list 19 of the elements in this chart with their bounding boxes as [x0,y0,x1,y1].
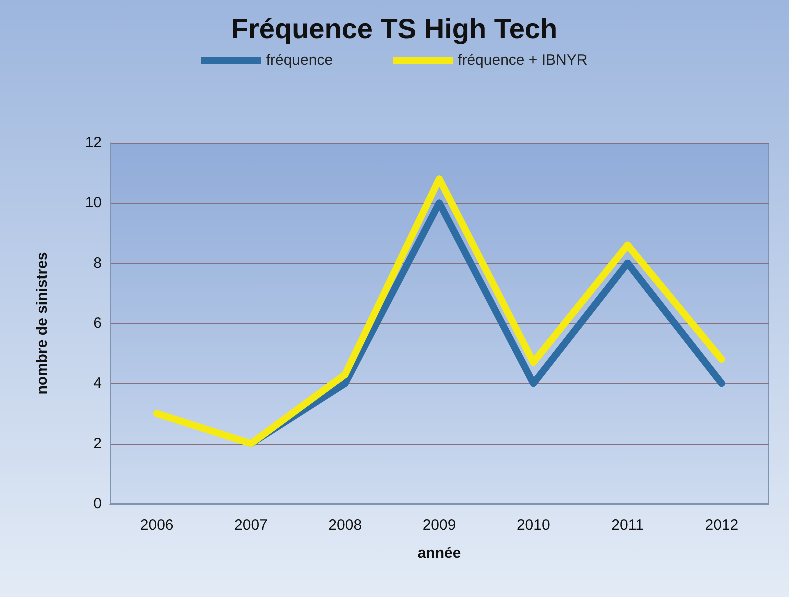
x-tick-label: 2006 [140,517,174,534]
y-axis-title: nombre de sinistres [34,252,51,395]
y-tick-label: 8 [94,254,102,272]
chart-title: Fréquence TS High Tech [231,14,558,44]
y-tick-label: 6 [94,315,102,332]
x-tick-label: 2009 [422,517,456,534]
x-tick-label: 2007 [234,517,268,534]
x-tick-label: 2011 [612,517,644,534]
y-tick-label: 10 [85,194,102,212]
y-tick-label: 2 [94,435,102,452]
y-tick-label: 4 [94,375,102,392]
x-axis-title: année [418,545,462,562]
x-tick-label: 2008 [328,517,362,534]
legend-label: fréquence [266,52,334,69]
x-tick-label: 2010 [516,517,550,534]
y-tick-label: 0 [94,496,102,512]
x-tick-label: 2012 [705,517,739,534]
y-tick-label: 12 [85,134,102,152]
legend-label: fréquence + IBNYR [458,52,588,69]
